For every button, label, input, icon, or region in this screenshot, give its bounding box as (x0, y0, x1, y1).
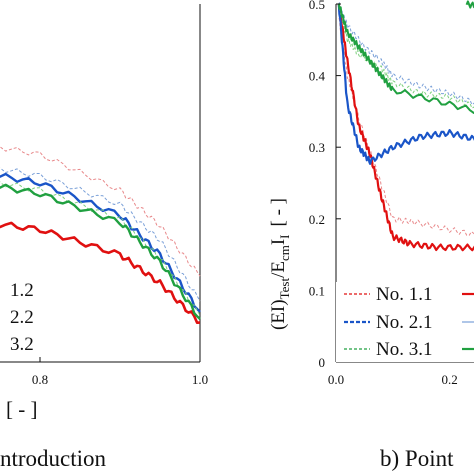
right-x-tick-label-1: 0.0 (328, 372, 344, 387)
right-series-group (337, 0, 474, 252)
left-legend-label-3: 3.2 (10, 334, 34, 355)
right-series-line-4 (337, 3, 474, 165)
right-chart-panel: 00.10.20.30.40.5 0.0 0.2 (EI)Test/EcmII[ … (268, 0, 474, 471)
right-y-axis-label: (EI)Test/EcmII[ - ] (268, 198, 292, 330)
ylabel-sub-i: I (277, 234, 292, 238)
left-legend-label-1: 1.2 (10, 280, 34, 301)
right-y-tick-label-1: 0 (319, 355, 326, 370)
right-y-tick-label-2: 0.1 (309, 283, 325, 298)
left-series-line-4 (0, 172, 201, 313)
right-series-line-6 (337, 3, 474, 114)
left-legend: 1.2 2.2 3.2 (10, 280, 34, 355)
left-chart-panel: 0.60.81.0 1.2 2.2 3.2 [ - ] ntroduction (0, 4, 208, 471)
right-legend-label-1: No. 1.1 (376, 284, 432, 305)
right-series-line-3 (338, 2, 474, 106)
ylabel-mid2: I (268, 239, 289, 245)
right-legend: No. 1.1 No. 2.1 No. 3.1 (344, 284, 474, 360)
left-x-ticks: 0.60.81.0 (32, 357, 208, 387)
right-y-tick-label-3: 0.2 (309, 212, 325, 227)
ylabel-bracket: [ - ] (268, 198, 289, 226)
left-x-axis-label: [ - ] (6, 397, 37, 421)
ylabel-mid: /E (268, 261, 289, 278)
right-series-line-2 (337, 3, 474, 252)
right-x-tick-label-2: 0.2 (441, 372, 457, 387)
ylabel-sub-test: Test (277, 278, 292, 300)
left-x-tick-label-3: 1.0 (192, 372, 208, 387)
right-legend-label-2: No. 2.1 (376, 312, 432, 333)
right-legend-label-3: No. 3.1 (376, 339, 432, 360)
left-series-line-1 (0, 146, 201, 277)
right-y-tick-label-6: 0.5 (309, 0, 325, 12)
ylabel-main: (EI) (268, 299, 289, 330)
right-y-ticks: 0 0.1 0.2 0.3 0.4 0.5 (309, 0, 341, 370)
right-series-line-5 (338, 3, 474, 109)
right-caption: b) Point (380, 446, 454, 471)
right-y-tick-label-4: 0.3 (309, 140, 325, 155)
left-series-line-6 (0, 183, 201, 320)
right-x-ticks: 0.0 0.2 (328, 357, 458, 387)
left-series-line-2 (0, 221, 201, 324)
left-caption: ntroduction (0, 446, 107, 471)
right-series-line-7 (465, 0, 474, 9)
left-series-group (0, 146, 201, 324)
left-legend-label-2: 2.2 (10, 307, 34, 328)
left-x-tick-label-2: 0.8 (32, 372, 48, 387)
right-y-tick-label-5: 0.4 (309, 69, 326, 84)
ylabel-sub-cm: cm (277, 245, 292, 261)
